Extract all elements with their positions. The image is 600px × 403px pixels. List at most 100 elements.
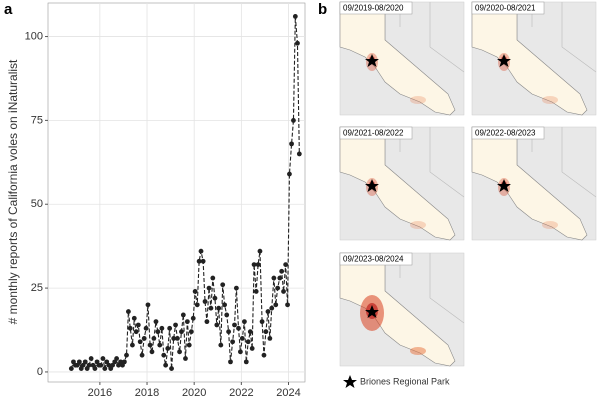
park-star	[497, 54, 511, 67]
data-point	[88, 356, 94, 361]
data-point	[267, 335, 273, 341]
data-point	[175, 335, 180, 341]
data-point	[171, 335, 177, 341]
data-point	[222, 302, 227, 308]
data-point	[190, 315, 196, 321]
data-point	[137, 339, 143, 345]
data-point	[204, 319, 210, 325]
y-tick-label: 75	[31, 114, 43, 126]
california	[339, 1, 456, 116]
data-point	[218, 342, 224, 348]
map-label: 09/2020-08/2021	[475, 4, 536, 13]
data-point	[245, 339, 251, 345]
density-hotspot	[542, 96, 558, 104]
x-tick-label: 2016	[88, 387, 112, 399]
map-label-box	[339, 1, 413, 15]
data-point	[292, 14, 298, 19]
data-point	[98, 362, 104, 368]
y-tick-label: 100	[25, 30, 43, 42]
data-point	[236, 325, 241, 331]
park-star	[365, 305, 379, 318]
data-point	[214, 322, 220, 328]
map-panel: 09/2020-08/2021	[471, 1, 597, 116]
data-point	[102, 366, 108, 371]
data-point	[165, 346, 171, 351]
map-label-box	[471, 1, 545, 15]
data-point	[210, 275, 216, 281]
data-point	[169, 366, 174, 371]
data-point	[249, 346, 255, 351]
data-point	[145, 302, 151, 308]
map-label: 09/2022-08/2023	[475, 129, 536, 138]
park-star	[497, 179, 511, 192]
data-point	[212, 295, 218, 301]
data-point	[127, 325, 133, 331]
map-panel: 09/2023-08/2024	[339, 252, 465, 367]
data-point	[126, 309, 131, 314]
data-point	[255, 262, 261, 268]
y-tick-label: 50	[31, 198, 43, 210]
data-point	[149, 349, 155, 355]
data-point	[289, 141, 294, 147]
x-tick-label: 2018	[135, 387, 159, 399]
density-hotspot	[410, 347, 426, 355]
data-point	[192, 289, 198, 294]
data-point	[265, 309, 271, 314]
map-panel: 09/2019-08/2020	[339, 1, 465, 116]
data-point	[159, 325, 165, 331]
data-point	[161, 352, 167, 358]
data-point	[133, 329, 139, 335]
data-point	[202, 299, 208, 304]
california	[471, 1, 588, 116]
data-point	[130, 342, 135, 348]
data-point	[295, 40, 300, 46]
map-panel: 09/2021-08/2022	[339, 126, 465, 241]
panel-letter: a	[4, 1, 13, 18]
data-point	[167, 325, 173, 331]
y-axis-title: # monthly reports of California voles on…	[6, 59, 20, 324]
data-point	[224, 312, 230, 318]
data-point	[251, 262, 257, 268]
data-point	[186, 342, 192, 348]
data-point	[206, 285, 212, 291]
map-label: 09/2023-08/2024	[343, 255, 404, 264]
density-hotspot	[410, 96, 426, 104]
park-star	[365, 179, 379, 192]
data-point	[139, 352, 145, 358]
panel-letter: b	[318, 1, 327, 18]
data-point	[216, 305, 222, 311]
data-point	[163, 362, 169, 368]
map-label-box	[339, 126, 413, 140]
data-point	[196, 258, 202, 264]
map-label: 09/2021-08/2022	[343, 129, 404, 138]
data-point	[228, 359, 233, 365]
x-tick-label: 2020	[182, 387, 206, 399]
data-point	[86, 362, 92, 368]
data-point	[247, 329, 253, 335]
data-point	[68, 366, 74, 371]
data-point	[232, 322, 237, 328]
data-point	[173, 322, 178, 328]
data-point	[257, 248, 263, 254]
data-point	[157, 342, 163, 348]
density-hotspot	[542, 221, 558, 229]
y-tick-label: 0	[37, 366, 43, 378]
california	[471, 126, 588, 241]
map-label-box	[471, 126, 545, 140]
y-tick-label: 25	[31, 282, 43, 294]
data-point	[230, 339, 236, 345]
data-point	[198, 248, 204, 254]
data-point	[277, 275, 283, 281]
legend-label: Briones Regional Park	[360, 376, 450, 386]
x-tick-label: 2024	[276, 387, 300, 399]
data-point	[200, 258, 206, 264]
data-point	[261, 352, 267, 358]
data-point	[285, 302, 290, 308]
data-point	[180, 312, 186, 318]
data-point	[269, 305, 275, 311]
data-point	[188, 329, 194, 335]
data-point	[141, 335, 147, 341]
data-point	[184, 319, 190, 325]
data-point	[92, 366, 98, 371]
data-point	[155, 329, 161, 335]
